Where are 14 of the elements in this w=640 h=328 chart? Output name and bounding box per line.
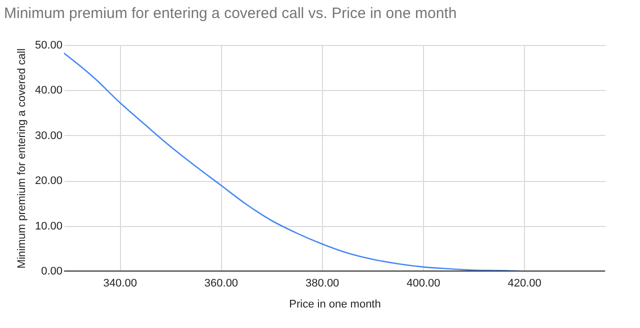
y-tick-label: 0.00	[41, 266, 62, 278]
x-axis-title: Price in one month	[289, 298, 381, 310]
y-tick-label: 10.00	[34, 220, 62, 232]
chart-title: Minimum premium for entering a covered call vs. Price in one month	[4, 5, 457, 22]
y-axis-title: Minimum premium for entering a covered call	[16, 48, 28, 269]
y-tick-label: 30.00	[34, 130, 62, 142]
y-tick-label: 20.00	[34, 175, 62, 188]
x-tick-label: 340.00	[103, 278, 137, 290]
y-tick-label: 50.00	[34, 40, 62, 52]
x-tick-label: 380.00	[306, 278, 340, 290]
x-tick-label: 360.00	[204, 278, 238, 290]
x-tick-label: 400.00	[406, 278, 440, 290]
x-tick-label: 420.00	[508, 278, 542, 290]
y-tick-label: 40.00	[34, 84, 62, 97]
